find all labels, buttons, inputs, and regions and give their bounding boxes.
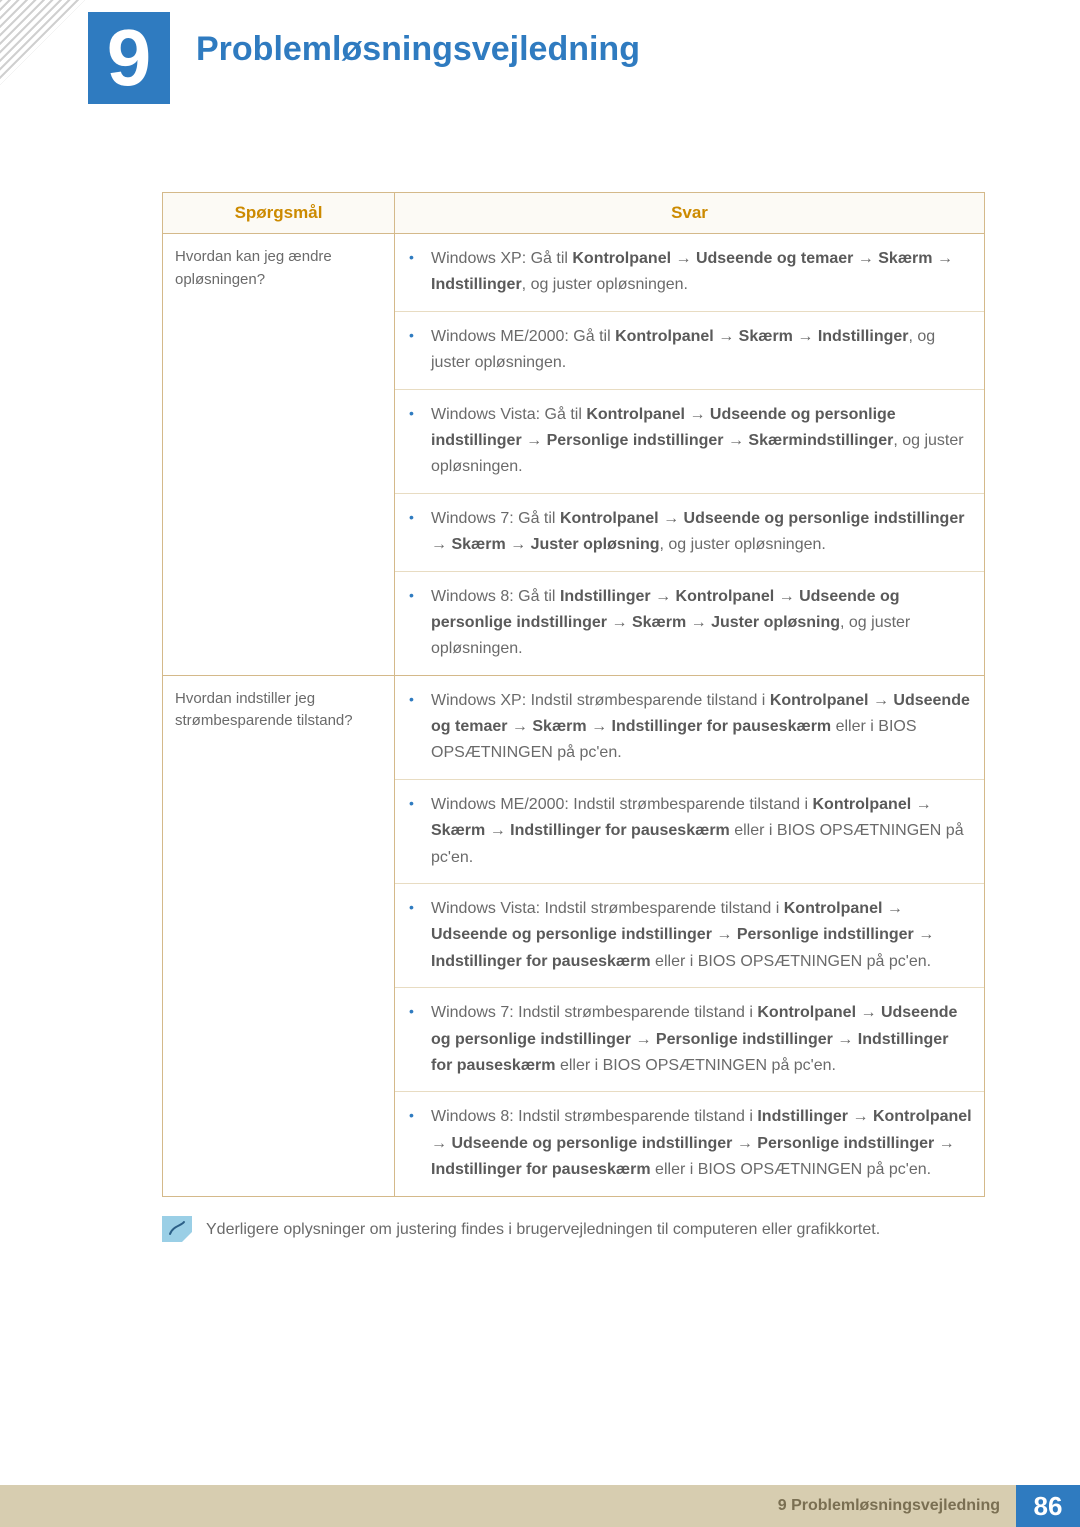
bullet-icon: • bbox=[407, 1104, 431, 1183]
answer-item: •Windows 7: Indstil strømbesparende tils… bbox=[395, 987, 984, 1091]
answer-text: Windows 7: Gå til Kontrolpanel → Udseend… bbox=[431, 506, 972, 559]
answer-item: •Windows 8: Gå til Indstillinger → Kontr… bbox=[395, 571, 984, 675]
answer-item: •Windows Vista: Indstil strømbesparende … bbox=[395, 883, 984, 987]
bullet-icon: • bbox=[407, 246, 431, 299]
answer-item: •Windows XP: Gå til Kontrolpanel → Udsee… bbox=[395, 234, 984, 311]
bullet-icon: • bbox=[407, 506, 431, 559]
answer-text: Windows 7: Indstil strømbesparende tilst… bbox=[431, 1000, 972, 1079]
bullet-icon: • bbox=[407, 792, 431, 871]
page-footer: 9 Problemløsningsvejledning 86 bbox=[0, 1485, 1080, 1527]
answer-text: Windows ME/2000: Indstil strømbesparende… bbox=[431, 792, 972, 871]
note-icon bbox=[162, 1216, 192, 1242]
answer-cell: •Windows XP: Gå til Kontrolpanel → Udsee… bbox=[395, 234, 985, 676]
bullet-icon: • bbox=[407, 688, 431, 767]
question-cell: Hvordan indstiller jeg strømbesparende t… bbox=[163, 675, 395, 1196]
table-header-row: Spørgsmål Svar bbox=[163, 193, 985, 234]
footer-page-number: 86 bbox=[1016, 1485, 1080, 1527]
answer-text: Windows 8: Gå til Indstillinger → Kontro… bbox=[431, 584, 972, 663]
answer-item: •Windows ME/2000: Gå til Kontrolpanel → … bbox=[395, 311, 984, 389]
answer-item: •Windows Vista: Gå til Kontrolpanel → Ud… bbox=[395, 389, 984, 493]
table-row: Hvordan kan jeg ændre opløsningen?•Windo… bbox=[163, 234, 985, 676]
qa-table: Spørgsmål Svar Hvordan kan jeg ændre opl… bbox=[162, 192, 985, 1197]
chapter-title: Problemløsningsvejledning bbox=[196, 30, 640, 69]
bullet-icon: • bbox=[407, 584, 431, 663]
answer-text: Windows Vista: Indstil strømbesparende t… bbox=[431, 896, 972, 975]
question-cell: Hvordan kan jeg ændre opløsningen? bbox=[163, 234, 395, 676]
answer-text: Windows Vista: Gå til Kontrolpanel → Uds… bbox=[431, 402, 972, 481]
bullet-icon: • bbox=[407, 402, 431, 481]
answer-text: Windows XP: Gå til Kontrolpanel → Udseen… bbox=[431, 246, 972, 299]
note-row: Yderligere oplysninger om justering find… bbox=[162, 1216, 984, 1242]
bullet-icon: • bbox=[407, 896, 431, 975]
footer-label: 9 Problemløsningsvejledning bbox=[0, 1485, 1016, 1527]
corner-hatch-decoration bbox=[0, 0, 85, 85]
answer-item: •Windows 7: Gå til Kontrolpanel → Udseen… bbox=[395, 493, 984, 571]
answer-cell: •Windows XP: Indstil strømbesparende til… bbox=[395, 675, 985, 1196]
answer-text: Windows ME/2000: Gå til Kontrolpanel → S… bbox=[431, 324, 972, 377]
answer-item: •Windows 8: Indstil strømbesparende tils… bbox=[395, 1091, 984, 1195]
answer-item: •Windows ME/2000: Indstil strømbesparend… bbox=[395, 779, 984, 883]
table-row: Hvordan indstiller jeg strømbesparende t… bbox=[163, 675, 985, 1196]
answer-text: Windows 8: Indstil strømbesparende tilst… bbox=[431, 1104, 972, 1183]
answer-text: Windows XP: Indstil strømbesparende tils… bbox=[431, 688, 972, 767]
note-text: Yderligere oplysninger om justering find… bbox=[206, 1216, 880, 1242]
chapter-number-badge: 9 bbox=[88, 12, 170, 104]
bullet-icon: • bbox=[407, 1000, 431, 1079]
header-question: Spørgsmål bbox=[163, 193, 395, 234]
header-answer: Svar bbox=[395, 193, 985, 234]
answer-item: •Windows XP: Indstil strømbesparende til… bbox=[395, 676, 984, 779]
bullet-icon: • bbox=[407, 324, 431, 377]
